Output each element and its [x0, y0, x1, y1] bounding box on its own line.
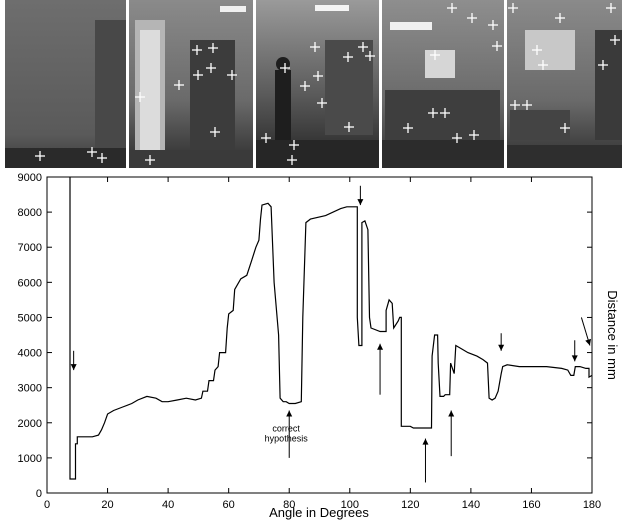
x-tick-label: 120: [401, 499, 419, 511]
feature-marker: [317, 98, 327, 108]
feature-marker: [440, 108, 450, 118]
annotation-arrow-6: [498, 333, 505, 351]
panorama-divider-0: [127, 0, 129, 168]
feature-marker: [598, 60, 608, 70]
y-tick-label: 9000: [18, 172, 42, 184]
annotation-arrow-3: [377, 343, 384, 395]
x-tick-label: 180: [583, 499, 601, 511]
feature-marker: [488, 20, 498, 30]
feature-marker: [310, 42, 320, 52]
panorama-image: [5, 0, 622, 168]
feature-marker: [510, 100, 520, 110]
y-tick-label: 8000: [18, 207, 42, 219]
feature-marker: [492, 41, 502, 51]
annotation-arrow-1: [357, 185, 364, 206]
annotation-correct: correct: [272, 424, 300, 434]
x-axis-label: Angle in Degrees: [269, 505, 369, 520]
feature-marker: [606, 3, 616, 13]
feature-marker: [289, 140, 299, 150]
y-tick-label: 1000: [18, 453, 42, 465]
feature-marker: [560, 123, 570, 133]
feature-marker: [87, 147, 97, 157]
y-tick-label: 4000: [18, 348, 42, 360]
feature-marker: [35, 151, 45, 161]
feature-marker: [193, 70, 203, 80]
feature-marker: [287, 155, 297, 165]
annotation-arrow-2: [286, 410, 293, 458]
y-tick-label: 7000: [18, 242, 42, 254]
feature-marker: [313, 71, 323, 81]
x-tick-label: 20: [101, 499, 113, 511]
annotation-arrow-4: [422, 438, 429, 483]
feature-marker: [430, 50, 440, 60]
feature-marker: [261, 133, 271, 143]
y-tick-label: 2000: [18, 418, 42, 430]
x-axis: 0 20 40 60 80 100 120 140 160 180: [44, 177, 601, 511]
feature-marker: [428, 108, 438, 118]
annotation-arrow-8: [580, 317, 592, 346]
x-tick-label: 40: [162, 499, 174, 511]
y-tick-label: 0: [36, 488, 42, 500]
feature-marker: [358, 42, 368, 52]
feature-marker: [145, 155, 155, 165]
x-tick-label: 60: [223, 499, 235, 511]
feature-marker: [532, 45, 542, 55]
feature-marker: [192, 45, 202, 55]
feature-marker: [280, 63, 290, 73]
feature-marker: [522, 100, 532, 110]
feature-marker: [135, 92, 145, 102]
feature-marker: [452, 133, 462, 143]
feature-marker: [467, 13, 477, 23]
feature-marker: [508, 3, 518, 13]
panorama-frame-3: [255, 0, 379, 168]
plot-area: [46, 176, 593, 494]
panorama-frame-5: [506, 0, 622, 168]
panorama-divider-1: [254, 0, 256, 168]
y-tick-label: 3000: [18, 383, 42, 395]
feature-marker: [343, 52, 353, 62]
panorama-frame-1: [5, 0, 126, 168]
panorama-dividers: [127, 0, 507, 168]
x-tick-label: 160: [522, 499, 540, 511]
feature-markers: [35, 3, 620, 165]
feature-marker: [469, 130, 479, 140]
annotation-arrow-5: [448, 410, 455, 457]
panorama-frame-4: [381, 0, 504, 168]
annotation-arrow-0: [70, 350, 77, 371]
feature-marker: [300, 81, 310, 91]
distance-chart: 0 1000 2000 3000 4000 5000 6000 7000 8000 9000 0 2…: [18, 172, 620, 520]
feature-marker: [538, 60, 548, 70]
distance-series-line: [69, 177, 593, 480]
panorama-frame-2: [128, 0, 253, 168]
x-tick-label: 140: [462, 499, 480, 511]
annotation-arrow-7: [571, 340, 578, 362]
feature-marker: [227, 70, 237, 80]
feature-marker: [344, 122, 354, 132]
y-tick-label: 6000: [18, 277, 42, 289]
x-tick-label: 80: [283, 499, 295, 511]
x-tick-label: 0: [44, 499, 50, 511]
feature-marker: [174, 80, 184, 90]
feature-marker: [97, 153, 107, 163]
feature-marker: [365, 51, 375, 61]
annotation-arrows: [70, 185, 592, 483]
panorama-divider-3: [505, 0, 507, 168]
feature-marker: [403, 123, 413, 133]
annotation-hypothesis: hypothesis: [265, 434, 309, 444]
feature-marker: [210, 127, 220, 137]
panorama-divider-2: [380, 0, 382, 168]
y-axis: 0 1000 2000 3000 4000 5000 6000 7000 8000 9000: [18, 172, 592, 500]
feature-marker: [206, 63, 216, 73]
y-tick-label: 5000: [18, 312, 42, 324]
feature-marker: [610, 35, 620, 45]
x-tick-label: 100: [341, 499, 359, 511]
feature-marker: [555, 13, 565, 23]
y-axis-label: Distance in mm: [605, 290, 620, 380]
feature-marker: [447, 3, 457, 13]
feature-marker: [208, 43, 218, 53]
